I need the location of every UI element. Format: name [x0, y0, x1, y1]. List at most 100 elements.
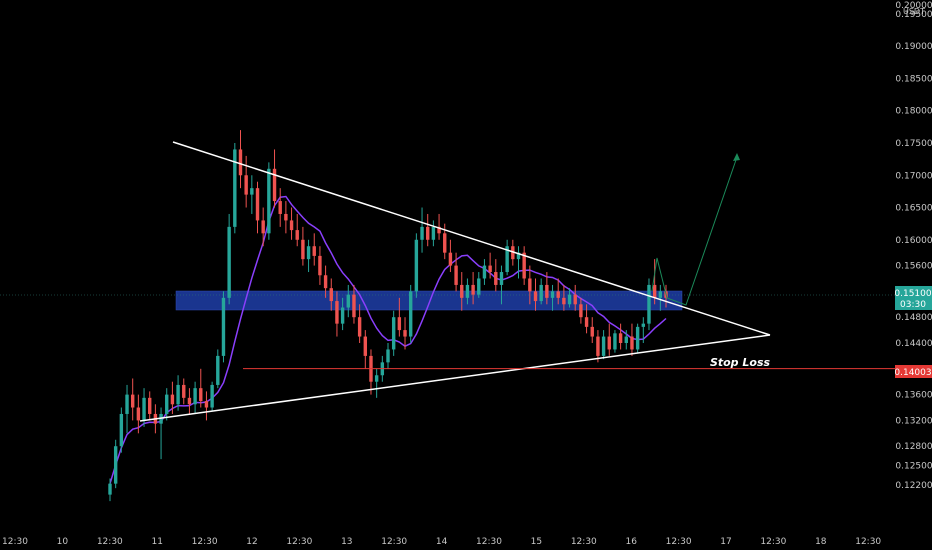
candle-body-27: [261, 220, 265, 234]
candle-body-32: [289, 220, 294, 231]
candle-body-38: [323, 275, 328, 289]
y-tick-label-7: 0.16500: [895, 204, 932, 214]
candle-body-52: [403, 330, 407, 337]
y-tick-label-1: 0.19500: [895, 10, 932, 20]
candle-body-44: [357, 317, 362, 337]
candle-body-42: [346, 294, 350, 308]
candle-body-4: [130, 394, 135, 408]
y-tick-label-9: 0.15600: [895, 262, 932, 272]
candle-body-49: [386, 349, 390, 363]
candle-body-6: [142, 397, 146, 421]
candle-body-82: [573, 294, 577, 305]
y-tick-label-17: 0.12200: [895, 481, 932, 491]
candle-body-64: [471, 284, 475, 295]
x-tick-label-9: 14: [436, 537, 448, 547]
candle-body-79: [556, 291, 560, 298]
candle-body-94: [641, 323, 646, 327]
candle-body-20: [221, 297, 226, 356]
y-tick-label-0: 0.20000: [895, 1, 932, 11]
candle-body-57: [431, 226, 436, 240]
candle-body-56: [426, 226, 430, 240]
candle-body-13: [182, 384, 186, 398]
zone-rect: [175, 290, 683, 311]
candle-body-93: [635, 326, 640, 350]
candle-body-33: [295, 230, 299, 240]
candle-body-62: [460, 284, 464, 298]
candle-body-86: [596, 336, 600, 356]
stop-loss-label: Stop Loss: [710, 356, 771, 369]
candle-body-59: [443, 233, 447, 253]
candle-body-50: [391, 317, 396, 350]
candle-body-1: [113, 446, 118, 484]
y-tick-label-3: 0.18500: [895, 74, 932, 84]
candle-body-74: [528, 278, 532, 292]
current-price-tag: [895, 286, 932, 310]
candle-body-5: [136, 407, 141, 421]
x-tick-label-12: 12:30: [571, 537, 597, 547]
x-tick-label-17: 18: [815, 537, 827, 547]
x-tick-label-11: 15: [531, 537, 542, 547]
candle-body-54: [414, 239, 419, 292]
candle-body-76: [539, 284, 543, 302]
candle-body-75: [533, 291, 538, 302]
candle-body-95: [647, 284, 651, 324]
candle-body-35: [306, 246, 311, 260]
candle-body-87: [601, 336, 606, 356]
candle-body-66: [482, 265, 487, 279]
candle-body-70: [505, 246, 509, 273]
candle-body-37: [318, 255, 322, 276]
candle-body-63: [465, 284, 470, 298]
time-axis[interactable]: 12:30 10 12:30 11 12:30 12 12:30 13 12:30 14 12:30…: [2, 537, 881, 547]
y-tick-label-5: 0.17500: [895, 139, 932, 149]
x-tick-label-5: 12: [246, 537, 257, 547]
candle-body-24: [244, 175, 248, 195]
candle-body-77: [545, 284, 549, 298]
candle-body-69: [499, 272, 504, 285]
x-tick-label-13: 16: [625, 537, 637, 547]
candle-body-51: [397, 317, 402, 331]
candle-body-7: [148, 397, 152, 414]
candle-body-81: [567, 294, 572, 305]
candle-body-36: [312, 246, 316, 256]
support-resistance-zone: [0, 290, 895, 311]
candle-body-67: [488, 265, 492, 273]
candle-body-90: [618, 333, 623, 343]
candle-body-2: [119, 413, 124, 447]
candle-body-73: [522, 252, 526, 279]
candlestick-series: [108, 130, 668, 502]
projection-path: [651, 156, 738, 306]
candle-body-29: [272, 168, 277, 202]
candle-body-28: [267, 168, 271, 234]
price-tags: 0.15100 03:30 0.14003 Stop Loss: [710, 286, 932, 378]
x-tick-label-14: 12:30: [666, 537, 692, 547]
current-price-value: 0.15100: [894, 289, 931, 299]
x-tick-label-3: 11: [151, 537, 162, 547]
upper-trendline: [172, 141, 771, 336]
candle-body-65: [477, 278, 481, 295]
candle-body-61: [454, 265, 458, 285]
candle-body-85: [590, 326, 594, 337]
y-tick-label-8: 0.16000: [895, 236, 932, 246]
lower-trendline: [139, 334, 771, 422]
candle-body-71: [511, 246, 515, 260]
x-tick-label-18: 12:30: [855, 537, 881, 547]
x-tick-label-2: 12:30: [97, 537, 123, 547]
projection-arrowhead: [733, 153, 740, 161]
candle-body-83: [579, 304, 583, 318]
candle-body-17: [204, 401, 209, 408]
candle-body-0: [108, 483, 112, 495]
trendline-overlay: [139, 141, 895, 422]
candle-body-53: [408, 291, 413, 337]
candle-body-16: [199, 388, 203, 402]
candle-body-91: [624, 336, 628, 343]
candle-body-23: [238, 149, 243, 176]
ma-polyline: [109, 195, 667, 484]
currency-label: USDT: [903, 7, 925, 16]
candle-body-40: [335, 301, 339, 324]
x-tick-label-16: 12:30: [760, 537, 786, 547]
x-tick-label-1: 10: [57, 537, 69, 547]
y-tick-label-13: 0.13600: [895, 391, 932, 401]
x-tick-label-6: 12:30: [286, 537, 312, 547]
